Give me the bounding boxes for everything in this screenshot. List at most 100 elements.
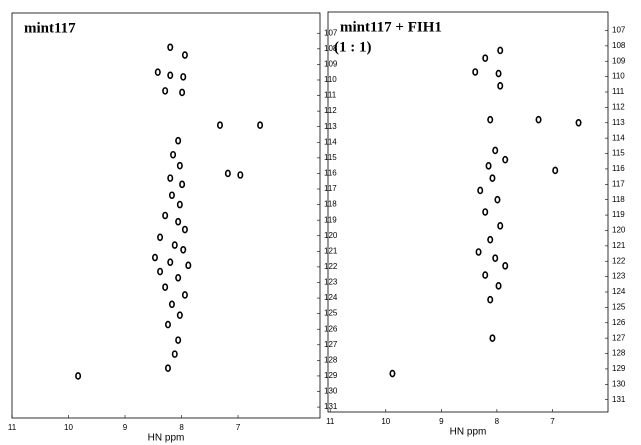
peak bbox=[167, 71, 174, 80]
peak bbox=[495, 69, 502, 78]
y-tick-label: 109 bbox=[324, 60, 338, 69]
y-tick-label: 123 bbox=[324, 278, 338, 287]
peak bbox=[482, 208, 489, 216]
peak bbox=[489, 334, 496, 342]
peak bbox=[497, 222, 504, 230]
panel-title: mint117 + FIH1 bbox=[340, 19, 442, 35]
plot-frame bbox=[11, 12, 321, 419]
y-tick-label: 129 bbox=[612, 364, 626, 373]
peak bbox=[492, 254, 499, 262]
y-tick-label: 122 bbox=[324, 262, 338, 271]
y-tick-label: 115 bbox=[612, 149, 625, 158]
x-tick-label: 7 bbox=[236, 423, 241, 432]
y-tick-label: 108 bbox=[612, 41, 626, 50]
y-tick-label: 107 bbox=[612, 26, 626, 35]
peak bbox=[167, 43, 174, 52]
peak bbox=[224, 169, 231, 178]
peak bbox=[502, 155, 509, 164]
peak bbox=[176, 200, 183, 209]
x-tick-label: 8 bbox=[495, 417, 500, 426]
x-tick-label: 7 bbox=[550, 417, 555, 426]
y-tick-label: 112 bbox=[612, 102, 625, 111]
x-tick-label: 11 bbox=[8, 423, 17, 432]
peak bbox=[179, 180, 186, 189]
peak bbox=[257, 121, 264, 129]
peak bbox=[157, 233, 164, 242]
y-tick-label: 117 bbox=[324, 184, 337, 193]
peak bbox=[175, 274, 182, 282]
y-tick-label: 110 bbox=[324, 75, 337, 84]
peak bbox=[167, 258, 174, 267]
y-tick-label: 125 bbox=[324, 309, 338, 318]
y-tick-label: 111 bbox=[612, 87, 625, 96]
y-tick-label: 129 bbox=[324, 371, 338, 380]
peak bbox=[170, 150, 177, 159]
peak bbox=[477, 186, 484, 195]
peak bbox=[179, 88, 186, 97]
peak bbox=[167, 174, 174, 182]
peak bbox=[497, 82, 504, 90]
peak bbox=[502, 262, 509, 270]
peak bbox=[495, 282, 502, 290]
y-tick-label: 123 bbox=[612, 272, 626, 281]
x-axis-label: HN ppm bbox=[450, 427, 487, 438]
y-tick-label: 127 bbox=[324, 340, 338, 349]
y-tick-label: 116 bbox=[324, 169, 337, 178]
peak bbox=[482, 54, 489, 62]
y-tick-label: 130 bbox=[324, 387, 338, 396]
y-tick-label: 113 bbox=[612, 118, 625, 127]
y-tick-label: 117 bbox=[612, 179, 625, 188]
y-tick-label: 124 bbox=[324, 293, 338, 302]
y-tick-label: 127 bbox=[612, 333, 626, 342]
peak bbox=[216, 121, 223, 129]
y-tick-label: 122 bbox=[612, 256, 626, 265]
peak bbox=[162, 211, 169, 220]
peak bbox=[389, 369, 396, 378]
peak bbox=[492, 146, 499, 155]
y-tick-label: 121 bbox=[612, 241, 626, 250]
peak bbox=[487, 115, 494, 124]
peak bbox=[75, 372, 82, 380]
y-tick-label: 125 bbox=[612, 302, 626, 311]
y-tick-label: 126 bbox=[612, 318, 626, 327]
y-tick-label: 131 bbox=[324, 402, 338, 411]
y-tick-label: 113 bbox=[324, 122, 337, 131]
peak bbox=[489, 174, 496, 182]
panel-title: mint117 bbox=[24, 20, 76, 36]
peak bbox=[575, 118, 582, 127]
y-tick-label: 119 bbox=[324, 215, 337, 224]
y-tick-label: 130 bbox=[612, 379, 626, 388]
x-tick-label: 11 bbox=[326, 417, 335, 426]
y-tick-label: 114 bbox=[324, 137, 337, 146]
peak bbox=[175, 217, 182, 226]
y-tick-label: 128 bbox=[612, 349, 626, 358]
y-tick-label: 110 bbox=[612, 72, 625, 81]
peak bbox=[171, 241, 178, 249]
x-tick-label: 10 bbox=[381, 417, 390, 426]
peak bbox=[180, 245, 187, 254]
peak bbox=[176, 161, 183, 170]
x-tick-label: 10 bbox=[64, 423, 73, 432]
peak bbox=[175, 136, 182, 145]
y-tick-label: 118 bbox=[612, 195, 625, 204]
y-tick-label: 126 bbox=[324, 324, 338, 333]
peak bbox=[164, 364, 171, 372]
y-tick-label: 119 bbox=[612, 210, 625, 219]
peak bbox=[162, 87, 169, 95]
peak bbox=[472, 68, 479, 76]
peak bbox=[162, 283, 169, 291]
peak bbox=[151, 253, 158, 262]
y-tick-label: 116 bbox=[612, 164, 625, 173]
peak bbox=[487, 235, 494, 244]
y-tick-label: 120 bbox=[612, 226, 626, 235]
peak bbox=[176, 311, 183, 319]
y-tick-label: 112 bbox=[324, 106, 337, 115]
peak bbox=[487, 295, 494, 304]
peak bbox=[168, 191, 175, 200]
y-tick-label: 124 bbox=[612, 287, 626, 296]
y-tick-label: 118 bbox=[324, 200, 337, 209]
y-tick-label: 109 bbox=[612, 56, 626, 65]
peak bbox=[181, 291, 188, 299]
peak bbox=[482, 271, 489, 279]
